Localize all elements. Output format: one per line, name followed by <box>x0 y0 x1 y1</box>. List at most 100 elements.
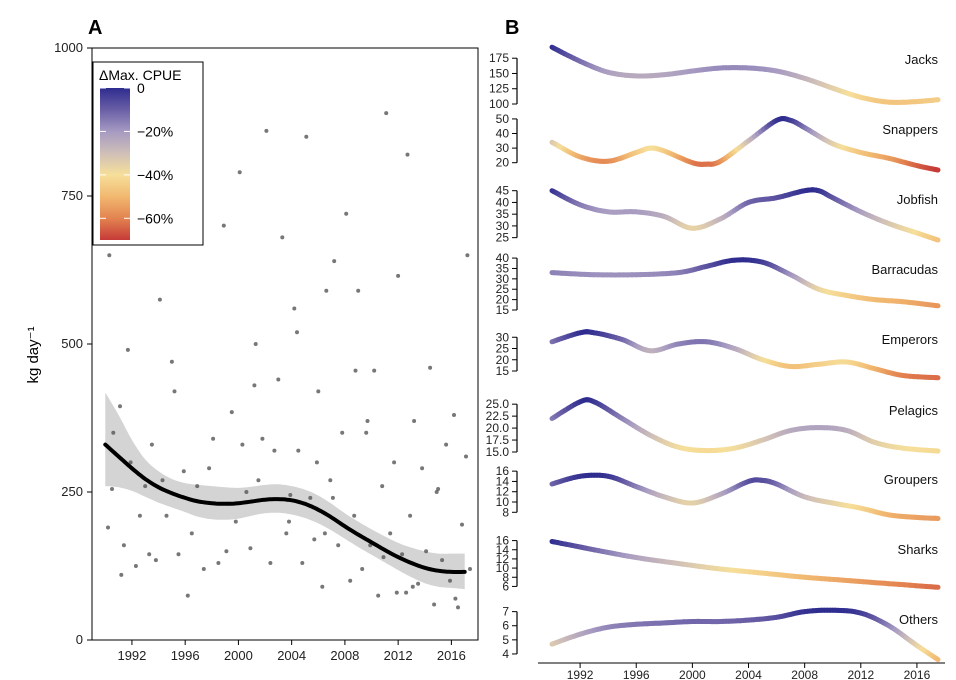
data-point <box>376 593 381 598</box>
series-y-tick-label: 40 <box>496 195 510 209</box>
data-point <box>260 436 265 441</box>
data-point <box>444 442 449 447</box>
data-point <box>253 342 258 346</box>
data-point <box>360 567 365 571</box>
series-y-tick-label: 30 <box>496 330 510 344</box>
data-point <box>189 531 194 536</box>
data-point <box>296 448 301 453</box>
data-point <box>384 111 389 116</box>
data-point <box>300 561 305 565</box>
series-y-tick-label: 35 <box>496 261 510 275</box>
x-tick-label: 2016 <box>437 648 466 663</box>
data-point <box>453 596 458 601</box>
series-segment <box>934 656 941 663</box>
data-point <box>330 495 335 500</box>
series-pelagics: 15.017.520.022.525.0 Pelagics <box>486 397 941 459</box>
panel-b-label: B <box>505 17 519 39</box>
data-point <box>452 413 456 417</box>
series-y-tick-label: 50 <box>496 112 510 126</box>
series-y-tick-label: 16 <box>496 464 510 478</box>
data-point <box>128 460 133 465</box>
data-point <box>176 552 181 557</box>
y-tick-label: 0 <box>76 632 83 647</box>
data-point <box>352 513 357 518</box>
series-y-tick-label: 6 <box>502 579 509 593</box>
data-point <box>381 555 386 560</box>
data-point <box>388 531 393 536</box>
legend: ΔMax. CPUE 0 −20% −40% −60% <box>92 61 204 246</box>
data-point <box>160 478 165 483</box>
data-point <box>153 558 158 563</box>
data-point <box>237 170 242 175</box>
data-point <box>221 223 226 228</box>
x-tick-label: 2016 <box>904 668 931 680</box>
legend-tick-label: −40% <box>137 167 173 183</box>
data-point <box>408 513 413 518</box>
data-point <box>256 478 261 483</box>
series-y-tick-label: 30 <box>496 219 510 233</box>
data-point <box>233 519 238 524</box>
data-point <box>372 368 377 373</box>
data-point <box>272 448 277 453</box>
y-axis-title: kg day⁻¹ <box>25 326 42 383</box>
data-point <box>364 430 369 435</box>
x-tick-label: 2004 <box>277 648 306 663</box>
data-point <box>111 430 116 435</box>
series-y-tick-label: 17.5 <box>486 433 510 447</box>
x-tick-label: 2000 <box>679 668 706 680</box>
data-point <box>456 605 460 610</box>
x-tick-label: 2012 <box>384 648 413 663</box>
series-y-tick-label: 5 <box>502 633 509 647</box>
data-point <box>201 567 206 571</box>
series-label: Jacks <box>905 52 939 67</box>
series-y-tick-label: 20 <box>496 156 510 170</box>
series-y-tick-label: 16 <box>496 534 510 548</box>
data-point <box>280 235 285 240</box>
series-y-tick-label: 45 <box>496 184 510 198</box>
series-label: Groupers <box>884 472 939 487</box>
series-y-tick-label: 15 <box>496 303 510 317</box>
data-point <box>292 306 297 311</box>
data-point <box>264 128 269 133</box>
data-point <box>207 466 212 471</box>
series-y-tick-label: 25 <box>496 282 510 296</box>
data-point <box>118 404 122 409</box>
series-label: Emperors <box>882 332 939 347</box>
x-tick-label: 1996 <box>171 648 200 663</box>
data-point <box>340 430 345 435</box>
legend-ticks: 0 −20% −40% −60% <box>100 80 173 226</box>
data-point <box>465 253 470 258</box>
data-point <box>172 389 177 394</box>
data-point <box>195 484 200 489</box>
data-point <box>324 288 329 293</box>
data-point <box>420 466 425 471</box>
x-tick-label: 2008 <box>330 648 359 663</box>
data-point <box>240 442 245 447</box>
series-label: Sharks <box>898 542 939 557</box>
data-point <box>252 383 257 388</box>
data-point <box>121 543 126 548</box>
data-point <box>308 495 313 500</box>
confidence-ribbon <box>105 392 465 590</box>
data-point <box>336 543 341 548</box>
series-label: Snappers <box>882 122 938 137</box>
legend-tick-label: 0 <box>137 80 145 96</box>
series-y-tick-label: 12 <box>496 552 510 566</box>
series-y-tick-label: 20.0 <box>486 421 510 435</box>
data-point <box>365 419 370 423</box>
data-point <box>412 419 417 423</box>
x-tick-label: 2004 <box>735 668 762 680</box>
y-tick-label: 500 <box>61 336 83 351</box>
series-y-tick-label: 30 <box>496 272 510 286</box>
x-tick-label: 2012 <box>847 668 874 680</box>
data-point <box>436 487 441 491</box>
data-point <box>400 552 405 557</box>
data-point <box>394 590 399 595</box>
data-point <box>268 561 273 565</box>
